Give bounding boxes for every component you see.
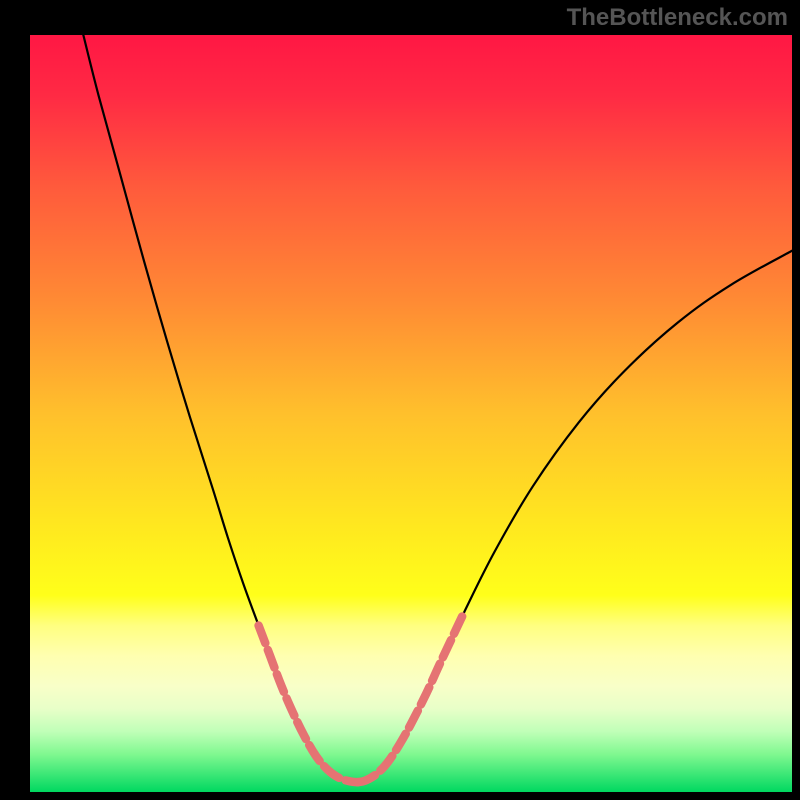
bottleneck-curve-chart [0,0,800,800]
watermark-text: TheBottleneck.com [567,4,788,32]
chart-plot-area [30,35,792,792]
